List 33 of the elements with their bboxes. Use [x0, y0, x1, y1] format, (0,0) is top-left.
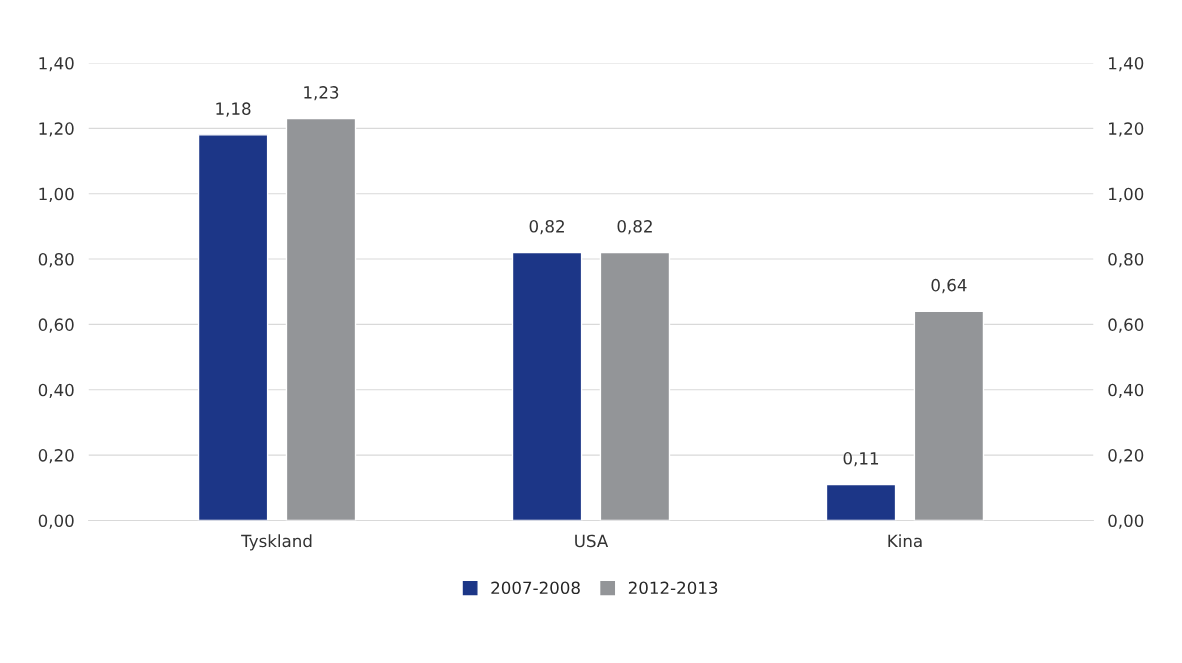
y-tick-label: 0,20 [38, 449, 74, 464]
y2-tick-label: 0,20 [1108, 449, 1144, 464]
y2-tick-label: 1,00 [1109, 187, 1144, 202]
data-label: 1,23 [304, 86, 339, 101]
y2-tick-label: 0,00 [1108, 514, 1144, 529]
data-label: 0,64 [931, 278, 967, 294]
legend-label: 2007-2008 [491, 581, 580, 595]
y-tick-label: 1,00 [39, 187, 74, 202]
y-tick-label: 1,20 [39, 122, 74, 137]
y-tick-label: 0,40 [38, 383, 74, 399]
bar [599, 251, 671, 521]
y-tick-label: 0,60 [38, 318, 74, 333]
bar [197, 134, 269, 521]
x-tick-label: Tyskland [241, 534, 312, 551]
bar [913, 310, 985, 521]
y2-tick-label: 0,40 [1108, 383, 1144, 399]
legend-label: 2012-2013 [628, 581, 718, 595]
x-tick-label: Kina [888, 534, 922, 548]
bar [511, 251, 583, 521]
y-tick-label: 0,80 [38, 253, 74, 268]
bar [825, 483, 897, 521]
data-label: 0,11 [843, 452, 879, 467]
data-label: 0,82 [617, 220, 652, 235]
y2-tick-label: 0,60 [1108, 318, 1144, 333]
y2-tick-label: 1,20 [1109, 122, 1144, 137]
data-label: 1,18 [216, 102, 251, 117]
y2-tick-label: 0,80 [1108, 253, 1144, 268]
y2-tick-label: 1,40 [1109, 56, 1144, 72]
data-label: 0,82 [529, 220, 564, 235]
bar [285, 117, 357, 521]
y-tick-label: 1,40 [39, 56, 74, 72]
x-tick-label: USA [575, 534, 609, 548]
y-tick-label: 0,00 [38, 514, 74, 529]
